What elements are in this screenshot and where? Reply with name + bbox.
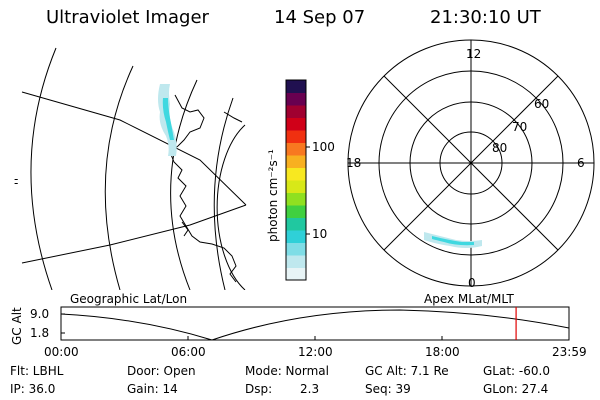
colorbar-cell: [286, 80, 306, 93]
colorbar: [285, 79, 310, 281]
dsp-info-value: 2.3: [300, 382, 320, 396]
lat-arc: [213, 97, 234, 290]
strip-frame: [60, 306, 570, 341]
colorbar-tick-label: 10: [312, 227, 328, 241]
colorbar-frame: [285, 79, 307, 281]
instrument-title: Ultraviolet Imager: [46, 7, 209, 28]
earth-limb: [216, 124, 246, 290]
colorbar-cell: [286, 242, 306, 256]
door-info: Door: Open: [127, 364, 196, 378]
aurora-right: [424, 232, 482, 248]
strip-y-tick-label: 9.0: [30, 307, 50, 321]
colorbar-unit-label: photon cm⁻²s⁻¹: [266, 149, 280, 242]
geographic-panel-label: Geographic Lat/Lon: [70, 292, 188, 306]
colorbar-cell: [286, 167, 306, 181]
ip-info: IP: 36.0: [10, 382, 56, 396]
strip-y-tick-label: 1.8: [30, 326, 50, 340]
coastline: [223, 111, 243, 123]
time-label: 21:30:10 UT: [430, 7, 541, 28]
colorbar-cell: [286, 205, 306, 218]
lat-arc: [170, 79, 198, 290]
seq-info: Seq: 39: [365, 382, 411, 396]
aurora-left: [158, 84, 177, 156]
glon-info: GLon: 27.4: [483, 382, 549, 396]
coastline: [169, 94, 237, 283]
mlt-label-6: 6: [577, 156, 585, 170]
filter-info: Flt: LBHL: [10, 364, 64, 378]
meridian: [21, 91, 247, 206]
altitude-curve: [60, 309, 570, 341]
gain-info: Gain: 14: [127, 382, 178, 396]
colorbar-cell: [286, 117, 306, 131]
edge-mark: -: [14, 172, 19, 186]
meridian: [21, 204, 247, 264]
colorbar-tick-label: 100: [312, 140, 335, 154]
mlt-label-12: 12: [466, 47, 482, 61]
edge-mark: -: [14, 176, 19, 190]
dsp-info-label: Dsp:: [245, 382, 273, 396]
mlat-label-60: 60: [534, 97, 550, 111]
colorbar-cell: [286, 230, 306, 243]
mlt-diagonal: [383, 75, 559, 251]
gc-alt-info: GC Alt: 7.1 Re: [365, 364, 449, 378]
mlat-label-80: 80: [492, 141, 508, 155]
altitude-strip: [60, 306, 570, 341]
glat-info: GLat: -60.0: [483, 364, 550, 378]
coastline: [181, 221, 189, 237]
colorbar-cell: [286, 267, 306, 281]
apex-panel-label: Apex MLat/MLT: [424, 292, 514, 306]
strip-x-tick-label: 00:00: [44, 345, 79, 359]
strip-x-tick-label: 23:59: [552, 345, 587, 359]
mlt-label-0: 0: [468, 276, 476, 290]
colorbar-cell: [286, 92, 306, 106]
mlat-label-70: 70: [512, 120, 528, 134]
colorbar-cell: [286, 130, 306, 143]
colorbar-cell: [286, 155, 306, 168]
colorbar-cell: [286, 255, 306, 268]
mlt-label-18: 18: [346, 156, 362, 170]
colorbar-cell: [286, 180, 306, 193]
polar-plot: [347, 39, 595, 287]
colorbar-cell: [286, 192, 306, 206]
strip-x-tick-label: 18:00: [425, 345, 460, 359]
strip-y-axis-label: GC Alt: [10, 307, 24, 345]
lat-arc: [30, 47, 57, 290]
strip-x-tick-label: 06:00: [171, 345, 206, 359]
colorbar-cell: [286, 217, 306, 231]
date-label: 14 Sep 07: [274, 7, 366, 28]
geographic-map: [21, 47, 247, 290]
mode-info: Mode: Normal: [245, 364, 329, 378]
strip-x-tick-label: 12:00: [298, 345, 333, 359]
colorbar-cell: [286, 105, 306, 118]
colorbar-cell: [286, 142, 306, 156]
lat-arc: [104, 65, 134, 290]
